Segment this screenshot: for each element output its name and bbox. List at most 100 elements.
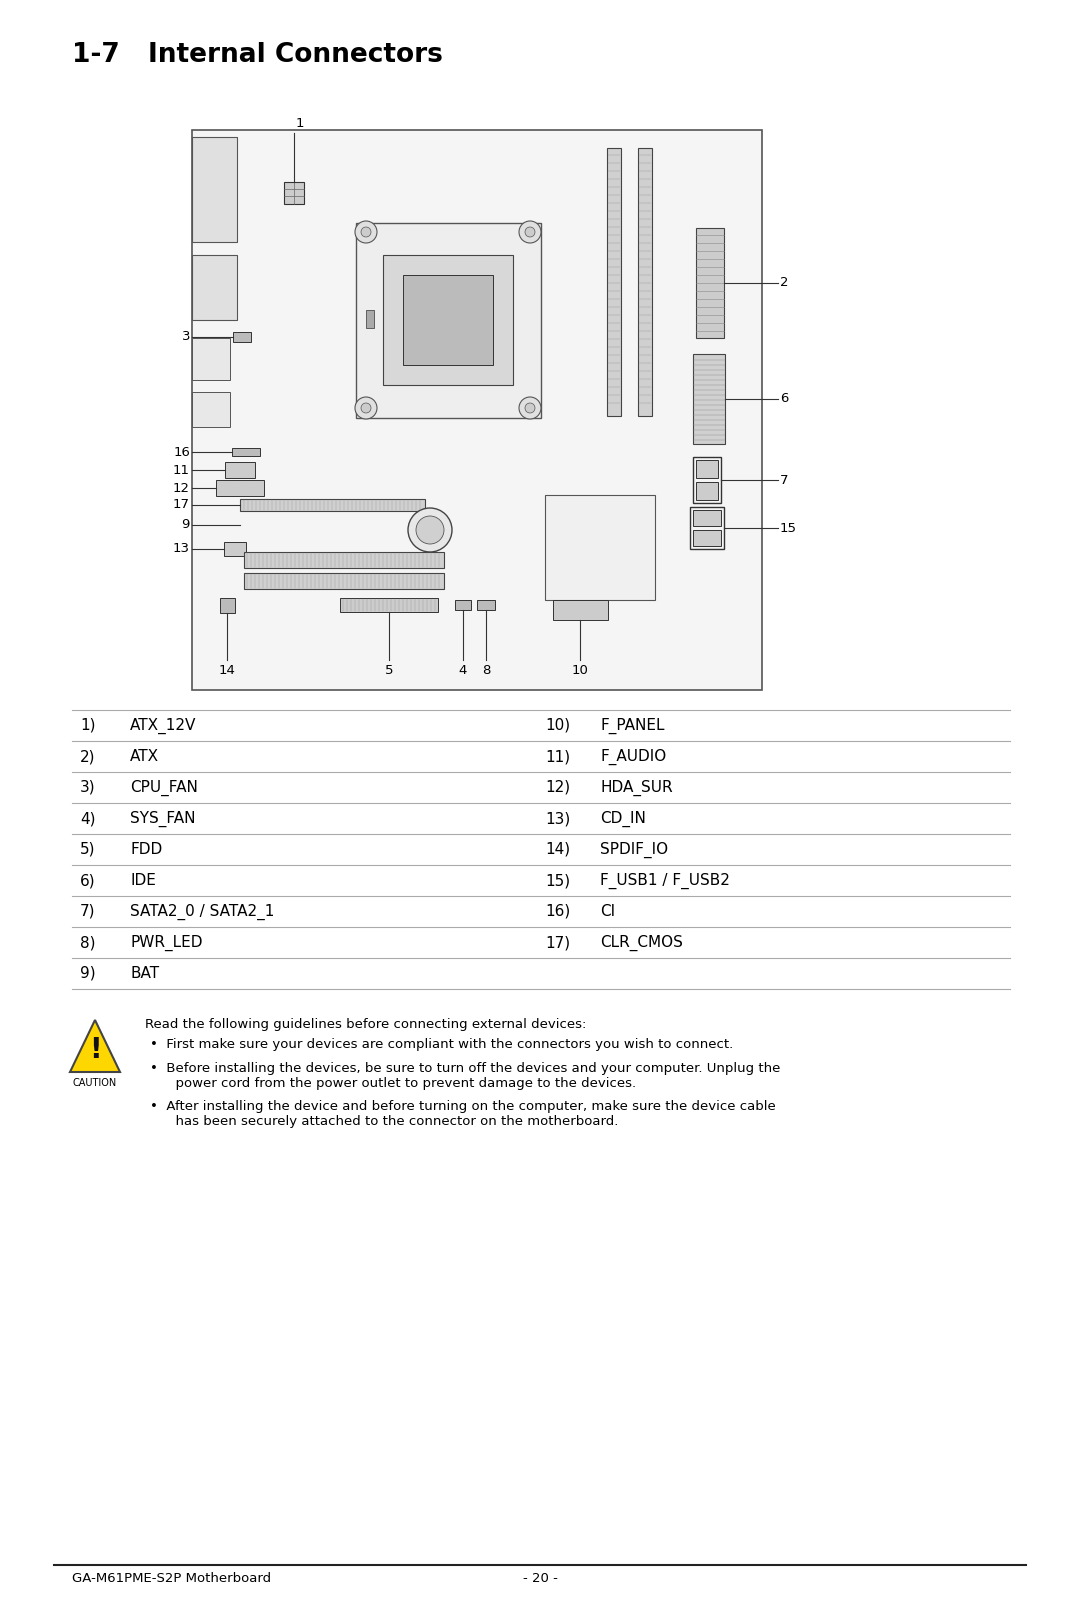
Text: 2: 2 xyxy=(780,276,788,289)
Bar xyxy=(216,480,264,496)
Circle shape xyxy=(519,221,541,242)
Text: 15): 15) xyxy=(545,873,570,889)
Text: 11): 11) xyxy=(545,749,570,764)
Text: 15: 15 xyxy=(780,521,797,534)
Bar xyxy=(696,460,718,478)
Circle shape xyxy=(566,611,570,614)
Circle shape xyxy=(222,489,226,491)
Text: ATX_12V: ATX_12V xyxy=(130,717,197,733)
Text: F_PANEL: F_PANEL xyxy=(600,717,664,733)
Text: FDD: FDD xyxy=(130,842,162,857)
Text: PWR_LED: PWR_LED xyxy=(130,935,203,951)
Circle shape xyxy=(561,602,564,605)
Circle shape xyxy=(603,611,606,614)
Bar xyxy=(693,457,721,504)
Circle shape xyxy=(238,489,241,491)
Text: 4: 4 xyxy=(459,664,468,677)
Circle shape xyxy=(525,403,535,412)
Circle shape xyxy=(416,516,444,544)
Text: 2): 2) xyxy=(80,749,95,764)
Bar xyxy=(233,332,251,342)
Circle shape xyxy=(228,489,230,491)
Circle shape xyxy=(355,221,377,242)
Bar xyxy=(220,598,235,613)
Text: 9): 9) xyxy=(80,966,96,982)
Circle shape xyxy=(242,470,244,473)
Bar xyxy=(403,274,492,366)
Text: 12: 12 xyxy=(173,481,190,494)
Text: 1): 1) xyxy=(80,719,95,733)
Bar xyxy=(693,510,721,526)
Circle shape xyxy=(578,602,582,605)
Text: 16: 16 xyxy=(173,446,190,459)
Circle shape xyxy=(247,481,251,483)
Text: 6: 6 xyxy=(780,393,788,406)
Circle shape xyxy=(590,611,594,614)
Text: 9: 9 xyxy=(181,518,190,531)
Circle shape xyxy=(525,228,535,237)
Bar xyxy=(455,600,471,610)
Text: 13): 13) xyxy=(545,812,570,826)
Text: 14): 14) xyxy=(545,842,570,857)
Circle shape xyxy=(572,611,576,614)
Text: CPU_FAN: CPU_FAN xyxy=(130,780,198,796)
Text: CD_IN: CD_IN xyxy=(600,810,646,826)
Text: •  Before installing the devices, be sure to turn off the devices and your compu: • Before installing the devices, be sure… xyxy=(150,1062,781,1091)
Bar xyxy=(192,130,762,690)
Text: Read the following guidelines before connecting external devices:: Read the following guidelines before con… xyxy=(145,1019,586,1031)
Circle shape xyxy=(590,602,594,605)
Circle shape xyxy=(237,462,240,465)
Circle shape xyxy=(222,481,226,483)
Text: 6): 6) xyxy=(80,873,96,889)
Text: SPDIF_IO: SPDIF_IO xyxy=(600,842,669,858)
Bar xyxy=(284,181,303,204)
Circle shape xyxy=(603,602,606,605)
Text: F_AUDIO: F_AUDIO xyxy=(600,749,666,765)
Circle shape xyxy=(361,228,372,237)
Circle shape xyxy=(554,611,557,614)
Bar xyxy=(192,338,230,380)
Text: 7: 7 xyxy=(780,473,788,486)
Circle shape xyxy=(227,462,229,465)
Circle shape xyxy=(246,470,249,473)
Text: 5: 5 xyxy=(384,664,393,677)
Circle shape xyxy=(566,602,570,605)
Circle shape xyxy=(232,489,235,491)
Bar xyxy=(244,552,444,568)
Text: - 20 -: - 20 - xyxy=(523,1572,557,1585)
Text: 10: 10 xyxy=(571,664,589,677)
Text: CI: CI xyxy=(600,905,616,919)
Text: •  After installing the device and before turning on the computer, make sure the: • After installing the device and before… xyxy=(150,1100,775,1128)
Circle shape xyxy=(231,470,234,473)
Circle shape xyxy=(519,398,541,419)
Text: Internal Connectors: Internal Connectors xyxy=(148,42,443,67)
Bar xyxy=(232,448,260,456)
Text: 10): 10) xyxy=(545,719,570,733)
Bar xyxy=(607,148,621,415)
Circle shape xyxy=(242,462,244,465)
Bar xyxy=(383,255,513,385)
Circle shape xyxy=(217,489,220,491)
Bar xyxy=(340,598,438,613)
Text: 4): 4) xyxy=(80,812,95,826)
Bar xyxy=(356,223,541,419)
Circle shape xyxy=(596,611,599,614)
Circle shape xyxy=(355,398,377,419)
Bar xyxy=(690,507,724,549)
Circle shape xyxy=(257,481,260,483)
Text: 11: 11 xyxy=(173,464,190,476)
Bar xyxy=(638,148,652,415)
Text: HDA_SUR: HDA_SUR xyxy=(600,780,673,796)
Text: 3: 3 xyxy=(181,330,190,343)
Bar xyxy=(477,600,495,610)
Bar xyxy=(545,496,654,600)
Text: 12): 12) xyxy=(545,780,570,796)
Bar xyxy=(693,354,725,444)
Bar xyxy=(224,542,246,557)
Circle shape xyxy=(561,611,564,614)
Circle shape xyxy=(246,462,249,465)
Bar xyxy=(192,136,237,242)
Text: CLR_CMOS: CLR_CMOS xyxy=(600,935,683,951)
Circle shape xyxy=(596,602,599,605)
Circle shape xyxy=(238,481,241,483)
